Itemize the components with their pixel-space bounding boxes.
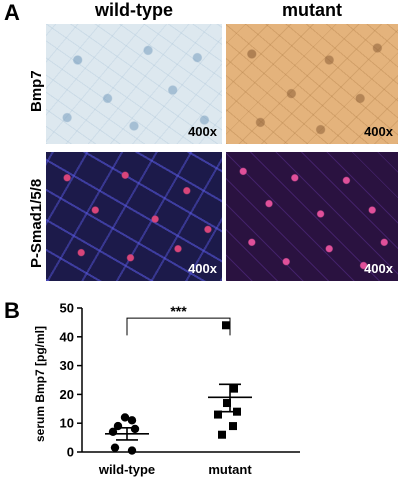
significance-bracket [126,317,231,336]
panel-a-letter: A [4,0,20,25]
magnification-label: 400x [364,124,393,139]
data-point [127,416,137,425]
data-point [223,399,231,408]
x-tick-label: mutant [208,462,252,477]
data-point [108,427,118,437]
micrograph-psmad-mutant: 400x [226,152,398,281]
data-point [120,413,130,422]
row-label-psmad: P-Smad1/5/8 [28,178,45,268]
data-point [214,410,222,419]
magnification-label: 400x [188,124,217,139]
y-tick-label: 40 [60,329,74,344]
data-point [230,384,238,393]
y-tick-label: 0 [67,445,74,460]
scatter-chart: 0 10 20 30 40 50 serum Bmp7 [pg/ml] wild-type mu… [33,301,300,477]
micrograph-psmad-wild-type: 400x [46,152,222,281]
x-tick-label: wild-type [98,462,155,477]
data-point [127,446,137,455]
data-point [218,430,226,439]
micrograph-bmp7-mutant: 400x [226,24,398,144]
magnification-label: 400x [188,261,217,276]
panel-b-letter: B [4,298,20,323]
y-axis-label: serum Bmp7 [pg/ml] [33,326,47,442]
y-tick-label: 20 [60,387,74,402]
data-point [110,443,120,452]
data-point [229,422,237,431]
column-title-mutant: mutant [282,0,342,20]
data-point [222,321,230,330]
y-tick-label: 50 [60,301,74,316]
column-title-wild-type: wild-type [94,0,173,20]
row-label-bmp7: Bmp7 [28,70,45,112]
y-tick-label: 10 [60,416,74,431]
micrograph-bmp7-wild-type: 400x [46,24,222,144]
y-tick-label: 30 [60,358,74,373]
data-point [130,424,140,434]
significance-label: *** [170,303,187,319]
magnification-label: 400x [364,261,393,276]
